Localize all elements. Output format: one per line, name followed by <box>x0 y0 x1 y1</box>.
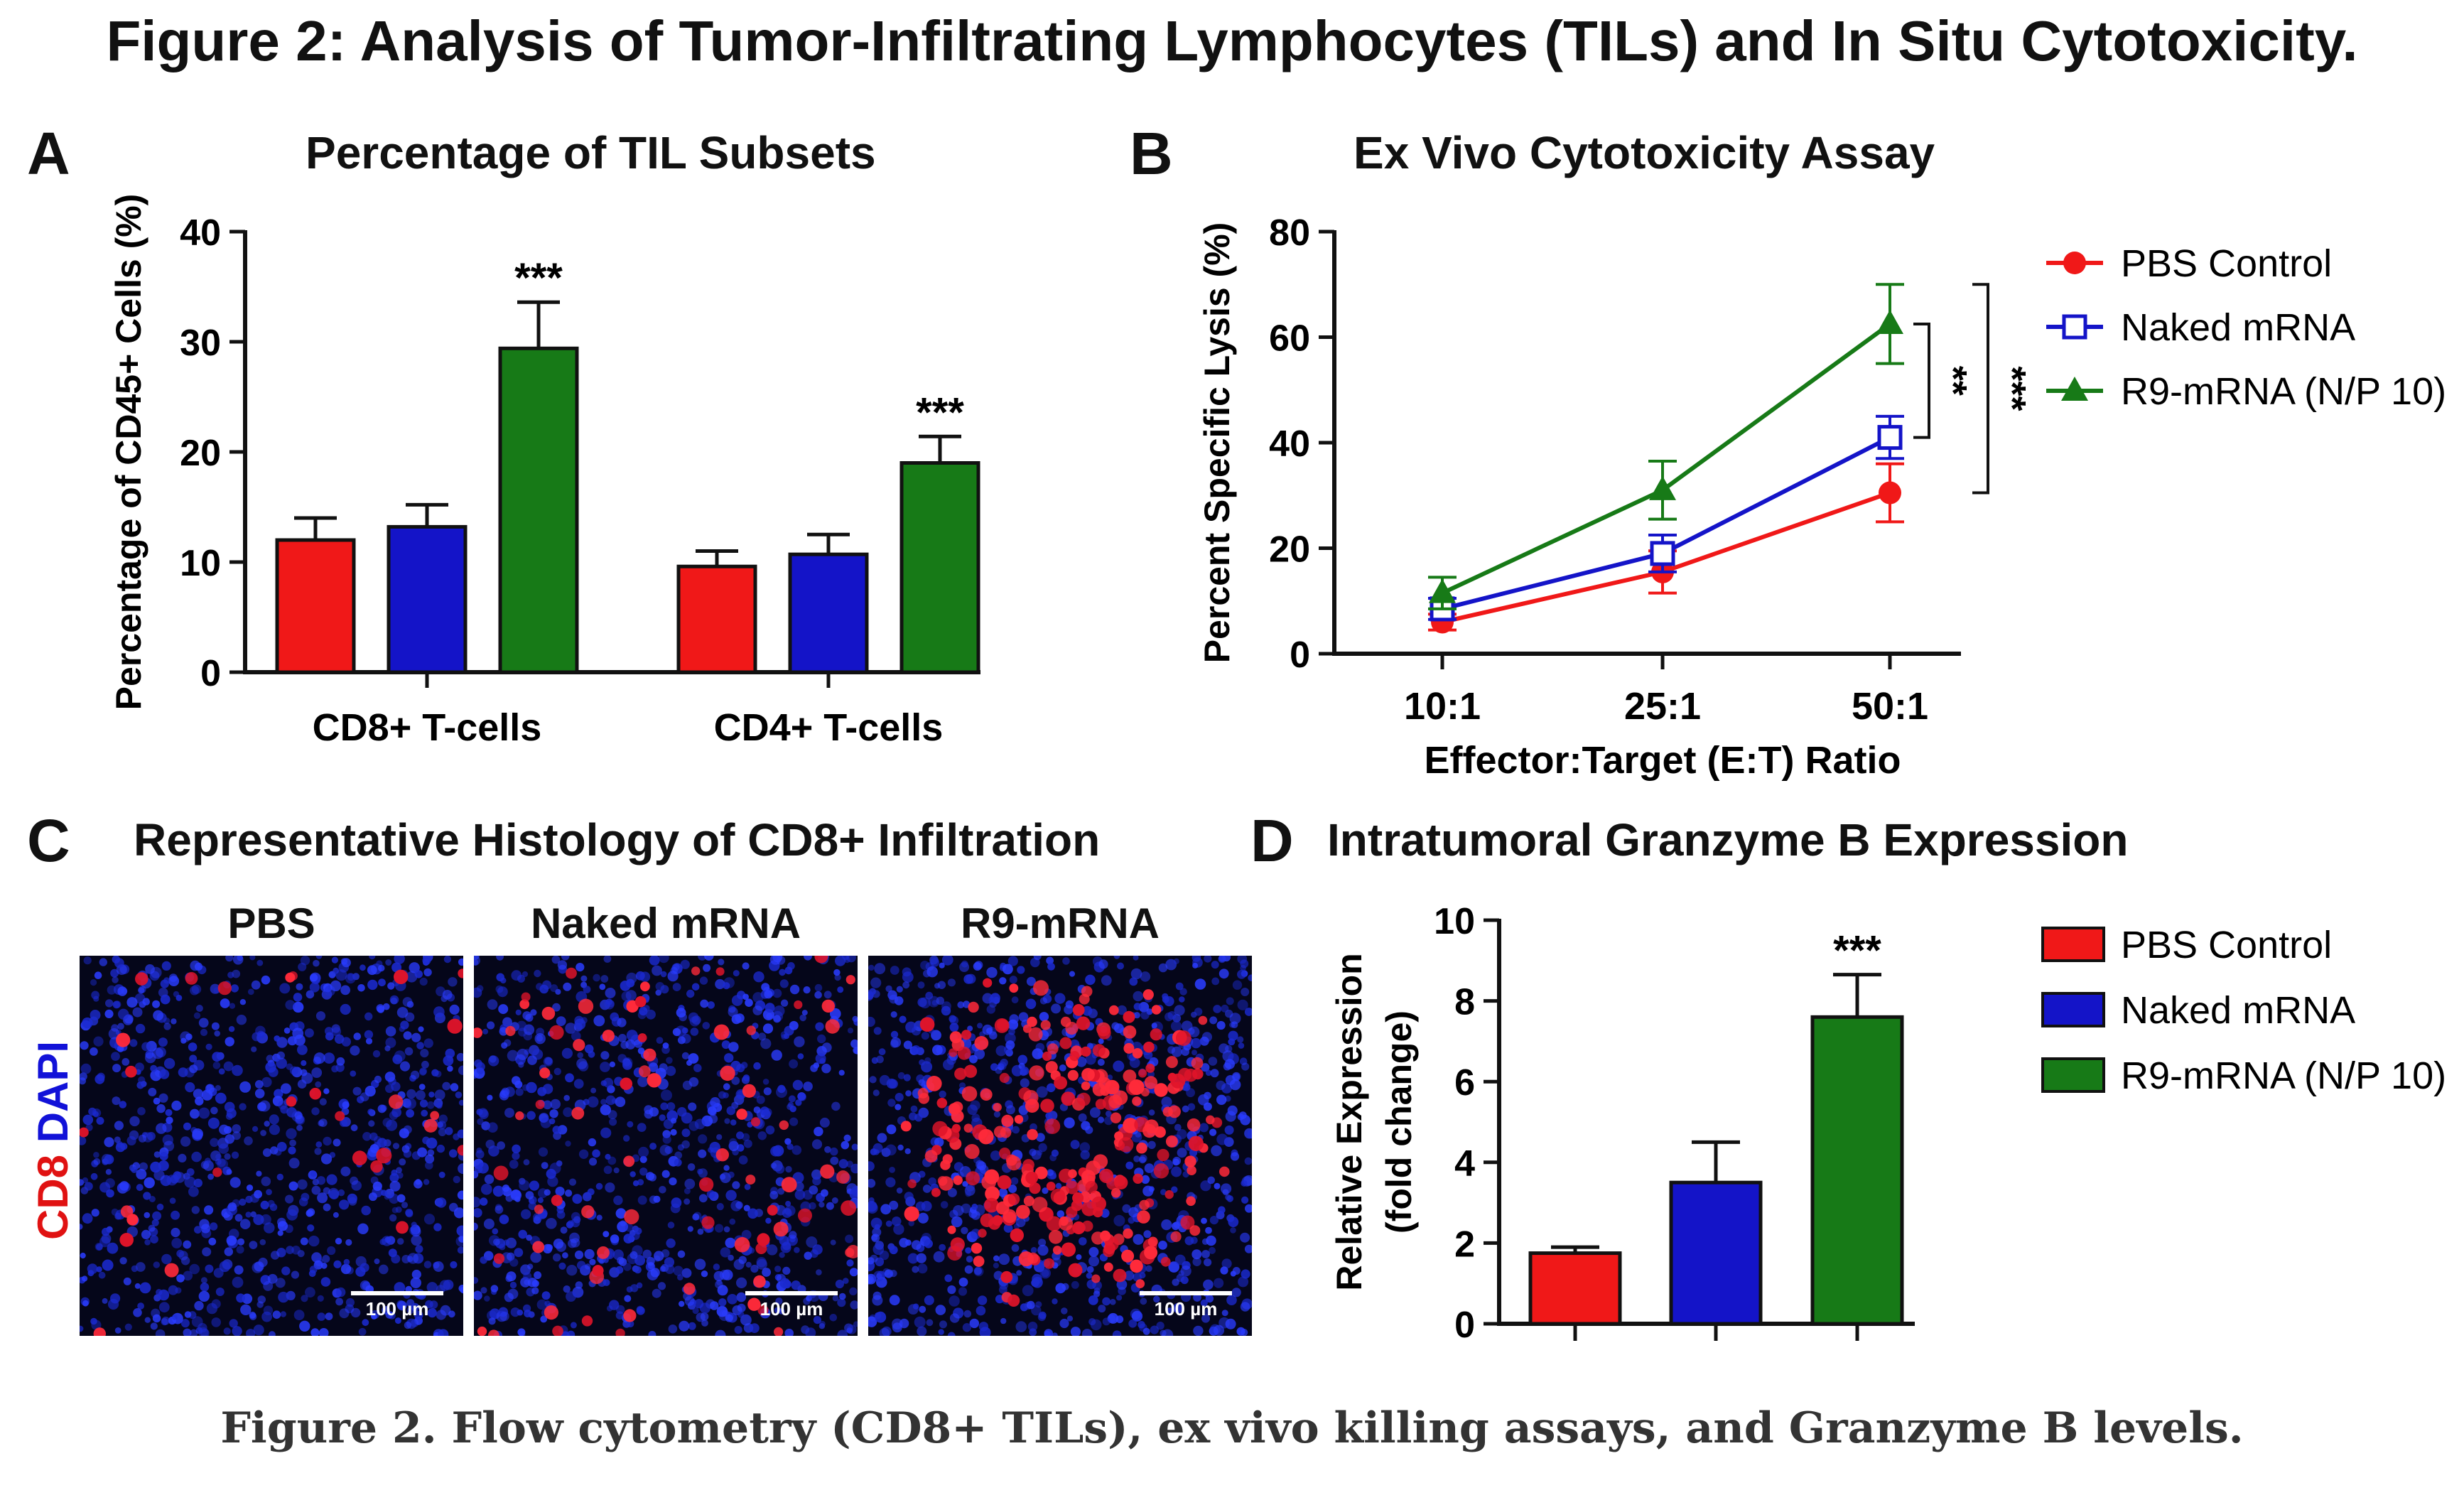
panel-d-y-tick-label: 0 <box>1454 1305 1475 1346</box>
panel-b-series-line <box>1442 435 1891 611</box>
panel-a-significance: *** <box>916 389 964 436</box>
panel-d-bar <box>1528 1251 1622 1326</box>
panel-b-letter: B <box>1130 120 1173 187</box>
panel-d-legend-swatch <box>2041 927 2105 962</box>
panel-a-y-tick-label: 10 <box>180 543 221 584</box>
histology-image-naked-mrna: 100 µm <box>474 956 858 1336</box>
panel-a-bar <box>676 564 757 674</box>
panel-b-x-axis-label: Effector:Target (E:T) Ratio <box>1425 739 1901 782</box>
panel-a-y-tick-label: 40 <box>180 212 221 254</box>
panel-a-bar <box>275 538 356 674</box>
panel-d-bar <box>1810 1015 1904 1326</box>
panel-b-bracket-1 <box>1913 322 1930 439</box>
panel-b-data-point <box>1879 481 1901 505</box>
histology-label-r9: R9-mRNA <box>960 900 1160 947</box>
panel-b-data-point <box>1429 578 1456 603</box>
panel-d-legend-swatch <box>2041 992 2105 1027</box>
panel-a-category-label: CD8+ T-cells <box>313 706 542 749</box>
panel-d-legend-label: R9-mRNA (N/P 10) <box>2121 1054 2446 1097</box>
panel-b-y-tick-label: 20 <box>1269 529 1310 571</box>
panel-b-x-tick-label: 25:1 <box>1624 685 1701 728</box>
panel-a-y-tick-label: 0 <box>200 653 221 694</box>
panel-d-title: Intratumoral Granzyme B Expression <box>1327 814 2129 865</box>
panel-d-y-tick-label: 10 <box>1434 901 1475 942</box>
panel-d-y-tick-label: 4 <box>1454 1143 1475 1185</box>
panel-a-bar <box>387 524 468 674</box>
panel-c-title: Representative Histology of CD8+ Infiltr… <box>134 814 1101 865</box>
panel-b-y-tick-label: 60 <box>1269 318 1310 360</box>
scale-bar: 100 µm <box>351 1291 443 1320</box>
panel-d-chart: 0 2 4 6 8 10 Relative Expression (fold change) *… <box>1329 901 2446 1346</box>
panel-b-y-tick-label: 40 <box>1269 423 1310 465</box>
panel-d-y-axis-label-2: (fold change) <box>1379 1010 1419 1234</box>
panel-b-x-tick-label: 50:1 <box>1852 685 1928 728</box>
panel-d-significance: *** <box>1833 928 1881 974</box>
panel-a-y-tick-label: 20 <box>180 433 221 474</box>
panel-b-bracket-1-label: ** <box>1932 366 1974 396</box>
panel-b-y-axis-label: Percent Specific Lysis (%) <box>1197 222 1237 664</box>
panel-d-legend-label: PBS Control <box>2121 924 2332 966</box>
panel-d-y-tick-label: 8 <box>1454 982 1475 1023</box>
panel-b-legend-label: R9-mRNA (N/P 10) <box>2121 370 2446 413</box>
figure-title: Figure 2: Analysis of Tumor-Infiltrating… <box>106 9 2358 72</box>
panel-a-letter: A <box>27 120 70 187</box>
panel-b-legend-label: Naked mRNA <box>2121 306 2355 349</box>
histology-image-r9-mrna: 100 µm <box>868 956 1252 1336</box>
figure-caption: Figure 2. Flow cytometry (CD8+ TILs), ex… <box>220 1403 2244 1453</box>
panel-b-x-tick-label: 10:1 <box>1404 685 1481 728</box>
panel-a-category-label: CD4+ T-cells <box>714 706 944 749</box>
histology-label-naked: Naked mRNA <box>530 900 801 947</box>
panel-b-data-point <box>1876 309 1903 334</box>
panel-d-y-axis-label: Relative Expression <box>1329 953 1369 1290</box>
panel-b-bracket-2 <box>1972 283 1989 495</box>
panel-b-data-point <box>1877 425 1903 450</box>
panel-d-legend-label: Naked mRNA <box>2121 989 2355 1032</box>
histology-image-pbs: 100 µm <box>80 956 463 1336</box>
stain-dapi-label: DAPI <box>29 1040 77 1143</box>
panel-a-chart: 0 10 20 30 40 Percentage of CD45+ Cells (%) CD… <box>109 194 980 749</box>
panel-d-bar <box>1669 1180 1763 1326</box>
panel-d-legend-swatch <box>2041 1057 2105 1093</box>
panel-b-chart: 0 20 40 60 80 10:1 25:1 50:1 Effector:Target (E:… <box>1197 212 2446 782</box>
panel-b-legend-marker <box>2061 377 2088 401</box>
panel-b-y-tick-label: 80 <box>1269 212 1310 254</box>
scale-bar: 100 µm <box>745 1291 838 1320</box>
panel-a-bar <box>498 346 579 674</box>
panel-a-significance: *** <box>514 255 563 301</box>
panel-b-legend-marker <box>2062 314 2087 340</box>
panel-b-legend-marker <box>2063 252 2086 274</box>
scale-bar: 100 µm <box>1140 1291 1232 1320</box>
panel-b-legend-label: PBS Control <box>2121 242 2332 285</box>
panel-a-y-axis-label: Percentage of CD45+ Cells (%) <box>109 194 148 711</box>
panel-b-title: Ex Vivo Cytotoxicity Assay <box>1353 127 1935 178</box>
panel-d-y-tick-label: 6 <box>1454 1062 1475 1104</box>
stain-label: CD8 DAPI <box>28 1041 77 1240</box>
panel-a-y-tick-label: 30 <box>180 323 221 364</box>
panel-a-bar <box>788 552 869 674</box>
panel-a-title: Percentage of TIL Subsets <box>306 127 876 178</box>
panel-d-y-tick-label: 2 <box>1454 1224 1475 1265</box>
panel-d-letter: D <box>1250 807 1294 874</box>
panel-b-data-point <box>1649 475 1676 500</box>
panel-a-bar <box>899 461 980 674</box>
panel-b-bracket-2-label: *** <box>1991 366 2033 411</box>
panel-b-y-tick-label: 0 <box>1290 635 1310 676</box>
panel-b-data-point <box>1650 541 1675 566</box>
panel-c-letter: C <box>27 807 70 874</box>
stain-cd8-label: CD8 <box>29 1154 77 1240</box>
histology-label-pbs: PBS <box>227 900 315 947</box>
